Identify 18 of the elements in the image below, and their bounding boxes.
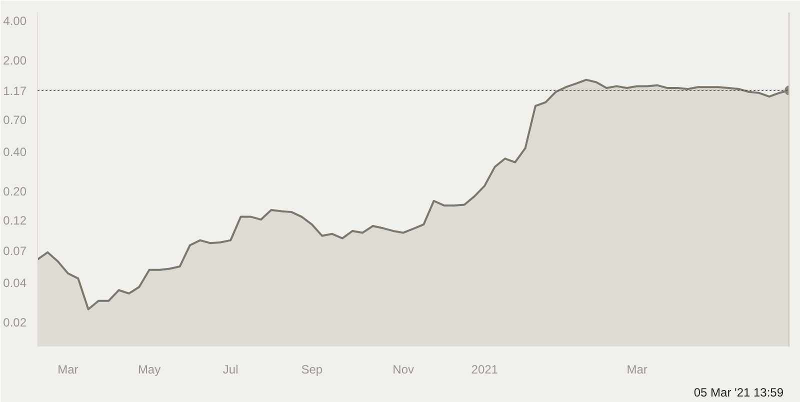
y-tick-label: 0.07 — [3, 244, 27, 258]
x-tick-label: Mar — [58, 362, 78, 376]
y-tick-label: 0.04 — [3, 276, 27, 290]
x-tick-label: May — [138, 362, 161, 376]
y-tick-label: 0.20 — [3, 184, 27, 198]
y-tick-label: 4.00 — [3, 14, 27, 28]
x-tick-label: Mar — [626, 362, 648, 376]
y-tick-label: 0.12 — [3, 214, 27, 228]
text: 05 Mar '21 13:59 — [694, 386, 784, 400]
x-tick-label: Sep — [301, 362, 323, 376]
y-tick-label: 2.00 — [3, 53, 27, 68]
y-tick-label: 0.70 — [3, 113, 27, 128]
y-tick-label: 0.40 — [3, 144, 27, 159]
x-tick-label: Jul — [222, 362, 238, 376]
x-tick-label: Nov — [392, 362, 414, 376]
ref-line-label: 1.17 — [3, 84, 27, 98]
y-tick-label: 0.02 — [3, 315, 27, 330]
x-tick-label: 2021 — [471, 362, 498, 376]
